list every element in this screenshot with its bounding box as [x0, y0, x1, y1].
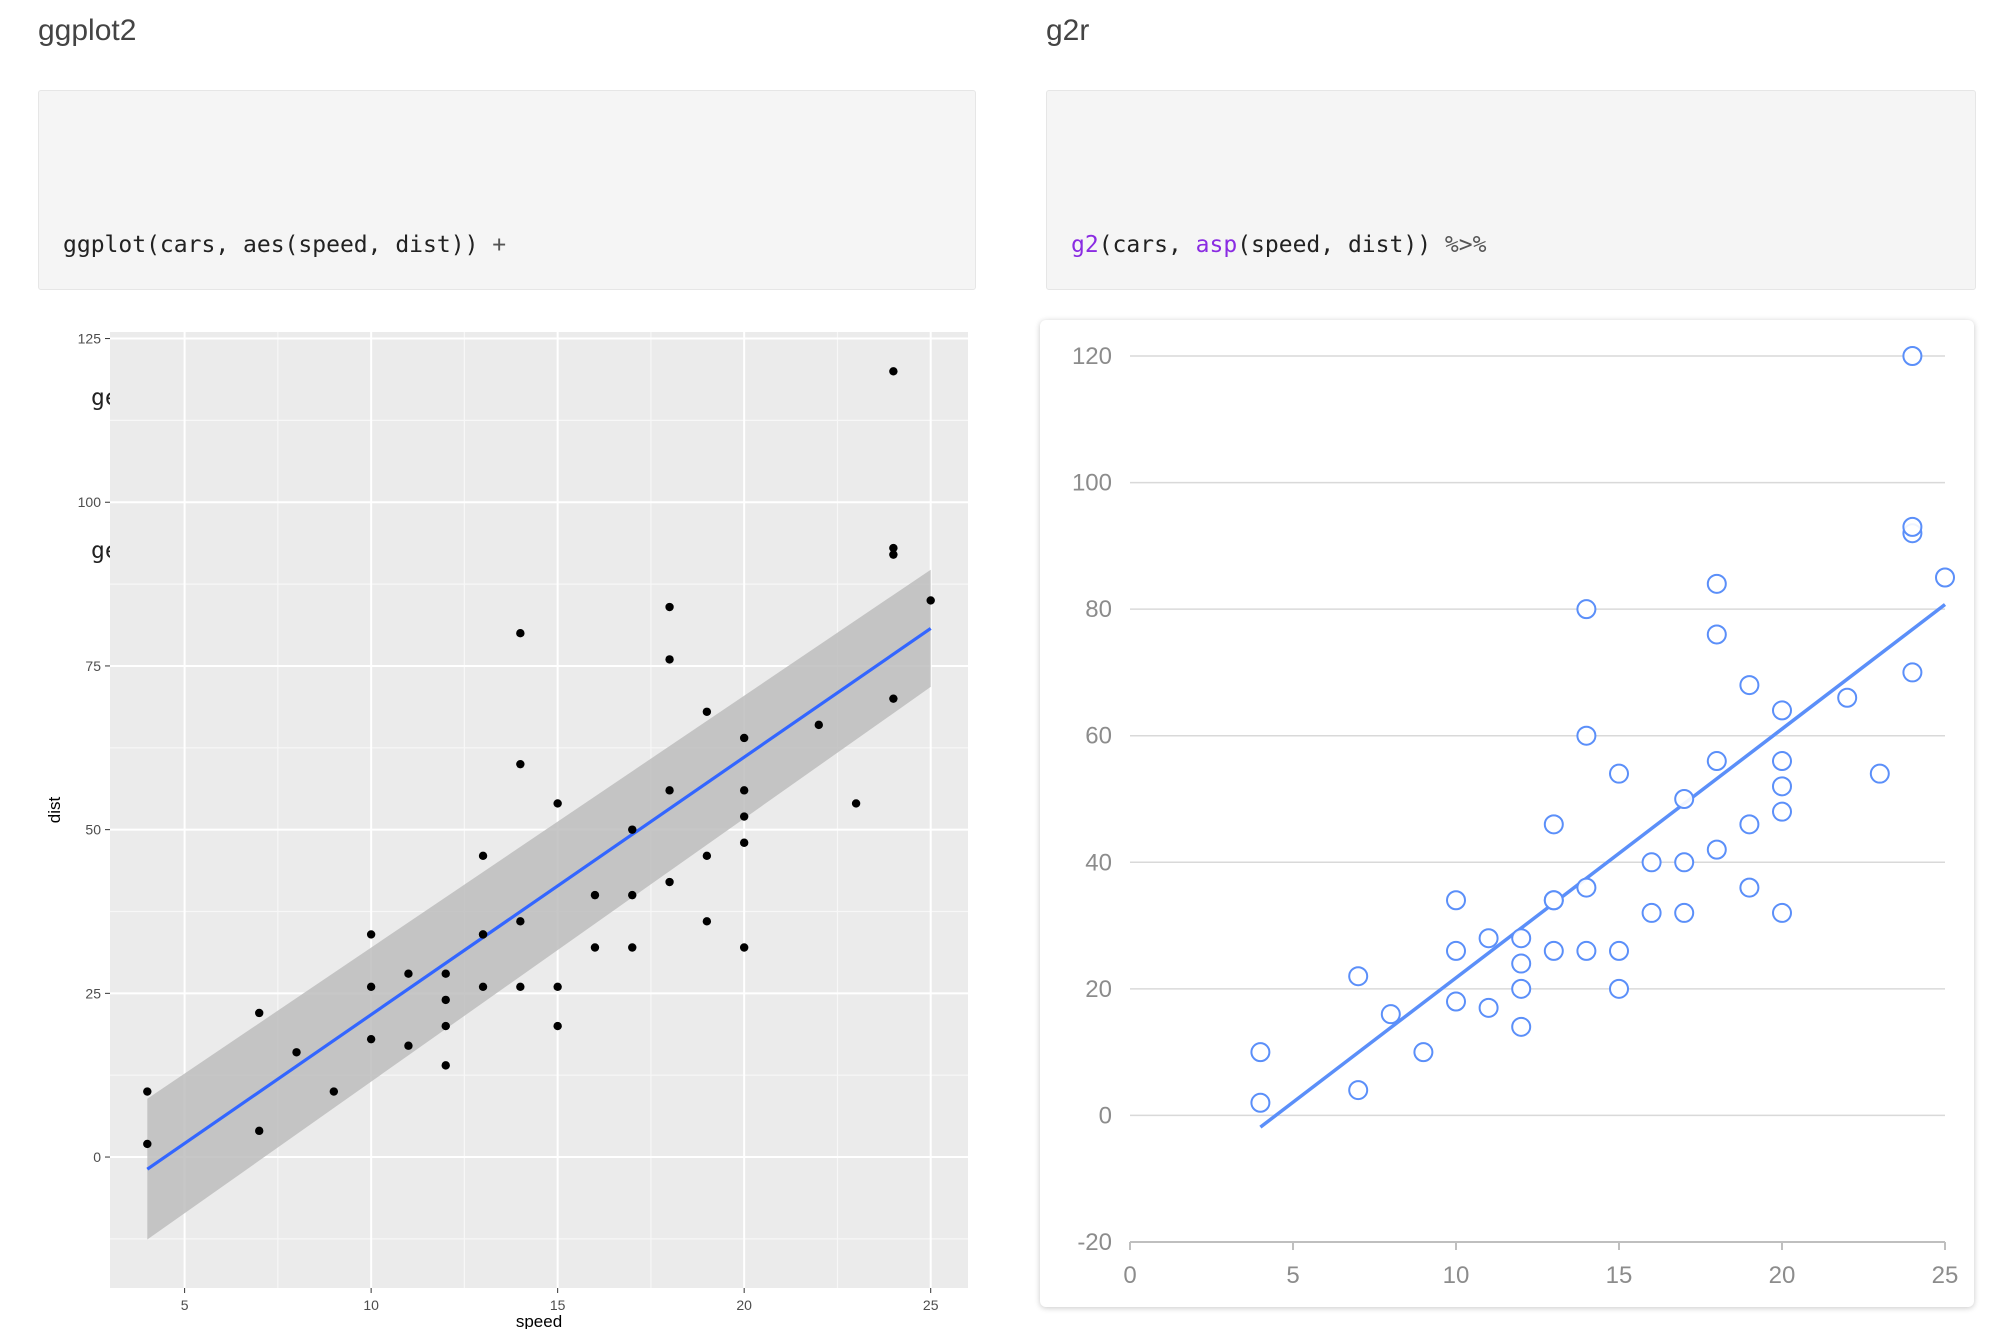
data-point — [739, 733, 749, 743]
data-point — [255, 1008, 264, 1018]
data-point — [590, 890, 600, 900]
code-token: ggplot(cars, aes(speed, dist)) — [63, 232, 493, 258]
x-tick-label: 20 — [736, 1297, 752, 1313]
x-axis-label: speed — [516, 1312, 562, 1329]
data-point — [889, 543, 898, 553]
data-point — [516, 759, 525, 769]
y-tick-label: 100 — [78, 494, 102, 510]
data-point — [441, 995, 450, 1005]
data-point — [702, 851, 712, 861]
code-token: g2 — [1071, 232, 1099, 258]
data-point — [516, 629, 525, 638]
code-token: %>% — [1444, 232, 1487, 258]
data-point — [516, 982, 525, 991]
data-point — [739, 812, 749, 821]
data-point — [478, 930, 488, 939]
data-point — [739, 943, 749, 952]
data-point — [553, 799, 562, 808]
code-line: g2(cars, asp(speed, dist)) %>% — [1071, 220, 1951, 271]
data-point — [255, 1126, 264, 1136]
x-tick-label: 25 — [923, 1297, 939, 1313]
confidence-band — [147, 569, 931, 1240]
right-pane-title: g2r — [1046, 14, 1090, 47]
data-point — [739, 838, 749, 847]
data-point — [441, 1021, 450, 1031]
left-pane-title: ggplot2 — [38, 14, 137, 47]
regression-line — [146, 627, 932, 1171]
data-point — [516, 917, 525, 926]
data-point — [404, 969, 413, 978]
y-tick-label: 125 — [78, 331, 102, 347]
x-tick-label: 10 — [363, 1297, 379, 1313]
code-token: (speed, dist)) — [1237, 232, 1445, 258]
code-token: + — [492, 232, 507, 258]
data-point — [590, 943, 600, 952]
data-point — [628, 890, 637, 900]
code-token: asp — [1195, 232, 1238, 258]
data-point — [926, 596, 935, 605]
data-point — [628, 943, 637, 952]
data-point — [665, 877, 674, 887]
data-point — [366, 982, 376, 991]
data-point — [814, 720, 823, 730]
data-point — [366, 1034, 376, 1044]
data-point — [665, 655, 674, 664]
data-point — [889, 550, 898, 559]
data-point — [441, 1061, 450, 1070]
data-point — [665, 602, 674, 612]
y-tick-label: 0 — [93, 1149, 101, 1165]
data-point — [665, 786, 674, 795]
data-point — [478, 982, 488, 991]
data-point — [478, 851, 488, 861]
code-line: ggplot(cars, aes(speed, dist)) + — [63, 220, 951, 271]
y-axis-label: dist — [45, 797, 64, 824]
data-point — [143, 1139, 152, 1149]
y-tick-label: 25 — [85, 985, 101, 1001]
data-point — [702, 917, 712, 926]
data-point — [292, 1048, 301, 1057]
data-point — [366, 930, 376, 939]
data-point — [889, 367, 898, 376]
y-tick-label: 50 — [85, 822, 101, 838]
data-point — [889, 694, 898, 703]
data-point — [739, 786, 749, 795]
data-point — [553, 1021, 562, 1031]
code-token: (cars, — [1098, 232, 1196, 258]
data-point — [143, 1087, 152, 1096]
data-point — [441, 969, 450, 978]
data-point — [851, 799, 861, 808]
data-point — [404, 1041, 413, 1050]
data-point — [702, 707, 712, 716]
x-tick-label: 15 — [550, 1297, 566, 1313]
y-tick-label: 75 — [85, 658, 101, 674]
data-point — [628, 825, 637, 834]
data-point — [553, 982, 562, 991]
x-tick-label: 5 — [181, 1297, 189, 1313]
data-point — [329, 1087, 339, 1096]
